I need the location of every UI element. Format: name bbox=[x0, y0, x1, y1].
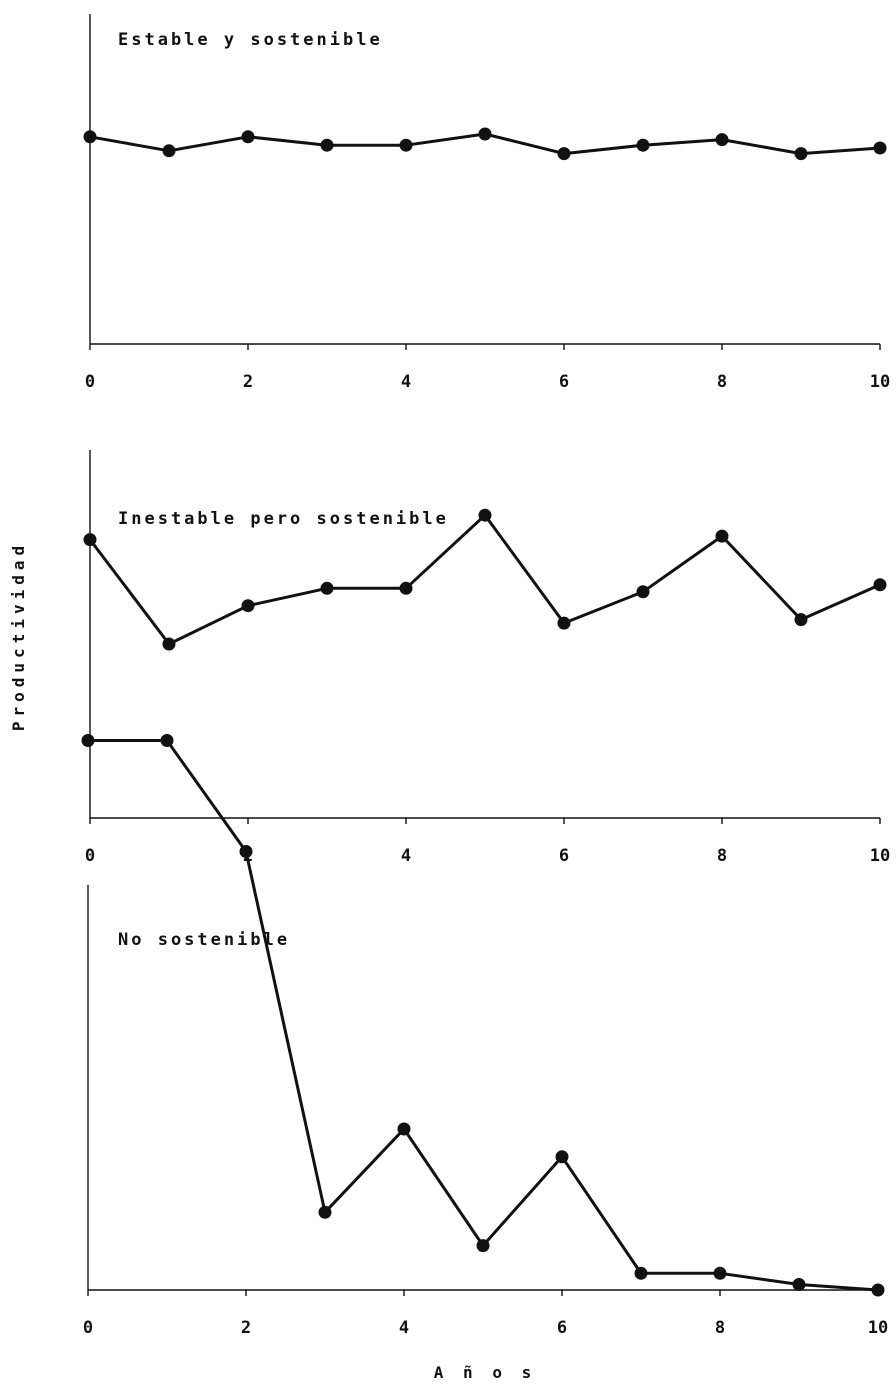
x-tick-label: 6 bbox=[559, 372, 569, 392]
data-point bbox=[715, 529, 729, 543]
x-tick-label: 4 bbox=[399, 1318, 409, 1338]
data-point bbox=[83, 533, 97, 547]
panel-3: 0 2 4 6 8 10 No sostenible bbox=[81, 734, 888, 1338]
panel-2: 0246810Inestable pero sostenible bbox=[83, 450, 890, 866]
x-tick-label: 0 bbox=[85, 846, 95, 866]
data-point bbox=[634, 1266, 648, 1280]
x-tick-label: 4 bbox=[401, 846, 411, 866]
x-tick-label: 2 bbox=[241, 1318, 251, 1338]
data-point bbox=[873, 141, 887, 155]
data-point bbox=[713, 1266, 727, 1280]
data-point bbox=[478, 127, 492, 141]
x-tick-label: 8 bbox=[717, 846, 727, 866]
x-tick-label: 0 bbox=[85, 372, 95, 392]
data-point bbox=[478, 508, 492, 522]
data-point bbox=[239, 845, 253, 858]
data-point bbox=[794, 147, 808, 161]
data-point bbox=[397, 1122, 411, 1136]
data-point bbox=[81, 734, 95, 747]
x-tick-label: 2 bbox=[243, 372, 253, 392]
data-point bbox=[162, 144, 176, 158]
panel-title: Inestable pero sostenible bbox=[118, 509, 449, 529]
x-tick-label: 10 bbox=[870, 846, 890, 866]
x-tick-label: 6 bbox=[557, 1318, 567, 1338]
data-point bbox=[399, 581, 413, 595]
x-tick-label: 4 bbox=[401, 372, 411, 392]
x-tick-label: 8 bbox=[717, 372, 727, 392]
data-point bbox=[320, 581, 334, 595]
data-point bbox=[241, 130, 255, 144]
data-point bbox=[318, 1205, 332, 1219]
data-point bbox=[715, 133, 729, 147]
data-point bbox=[557, 147, 571, 161]
data-point bbox=[636, 138, 650, 152]
data-point bbox=[162, 637, 176, 651]
data-point bbox=[873, 578, 887, 592]
panel-title: Estable y sostenible bbox=[118, 30, 383, 50]
data-point bbox=[557, 616, 571, 630]
data-point bbox=[794, 613, 808, 627]
data-point bbox=[792, 1278, 806, 1291]
data-point bbox=[160, 734, 174, 747]
series-line bbox=[88, 513, 881, 646]
data-point bbox=[241, 599, 255, 613]
x-tick-label: 10 bbox=[868, 1318, 888, 1338]
x-tick-label: 10 bbox=[870, 372, 890, 392]
data-point bbox=[555, 1150, 569, 1164]
series-line bbox=[88, 739, 879, 1292]
x-tick-label: 8 bbox=[715, 1318, 725, 1338]
panel-1: 0 2 4 6 8 10 Estable y sostenible bbox=[83, 14, 890, 392]
y-axis-label: Productividad bbox=[9, 541, 28, 731]
x-axis-label: A ñ o s bbox=[434, 1363, 536, 1382]
data-point bbox=[636, 585, 650, 599]
panel-title: No sostenible bbox=[118, 930, 290, 950]
data-point bbox=[83, 130, 97, 144]
data-point bbox=[320, 138, 334, 152]
x-tick-label: 6 bbox=[559, 846, 569, 866]
data-point bbox=[476, 1239, 490, 1253]
data-point bbox=[871, 1283, 885, 1297]
x-tick-label: 0 bbox=[83, 1318, 93, 1338]
data-point bbox=[399, 138, 413, 152]
